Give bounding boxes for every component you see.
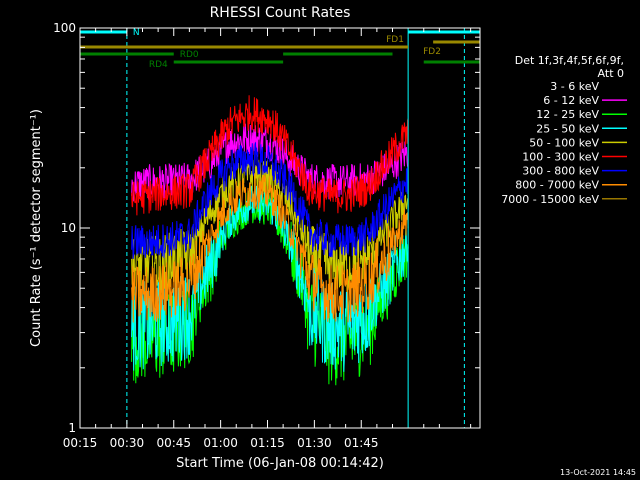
status-bar-label-4: RD0: [180, 50, 199, 60]
legend-label-1: 6 - 12 keV: [543, 94, 599, 107]
legend-title-line-1: Att 0: [598, 67, 624, 80]
status-bar-label-3: FD2: [423, 47, 441, 57]
legend-label-2: 12 - 25 keV: [536, 108, 599, 121]
series-line-6: [131, 142, 409, 259]
data-layer: [131, 95, 409, 396]
legend-label-0: 3 - 6 keV: [550, 80, 599, 93]
legend-label-8: 7000 - 15000 keV: [501, 193, 599, 206]
status-bar-label-5: RD4: [149, 60, 168, 70]
x-tick-label-2: 00:45: [156, 436, 191, 450]
x-tick-label-1: 00:30: [110, 436, 145, 450]
y-tick-label-0: 1: [68, 421, 76, 435]
x-tick-label-0: 00:15: [63, 436, 98, 450]
x-tick-label-5: 01:30: [297, 436, 332, 450]
x-tick-label-6: 01:45: [344, 436, 379, 450]
legend-label-5: 100 - 300 keV: [522, 151, 599, 164]
chart-title: RHESSI Count Rates: [210, 5, 351, 21]
x-tick-label-3: 01:00: [203, 436, 238, 450]
series-line-5: [131, 95, 409, 216]
legend-label-6: 300 - 800 keV: [522, 165, 599, 178]
y-tick-label-1: 10: [61, 221, 76, 235]
legend-title-line-0: Det 1f,3f,4f,5f,6f,9f,: [515, 54, 624, 67]
series-line-7: [131, 172, 409, 323]
legend-label-7: 800 - 7000 keV: [515, 179, 599, 192]
y-axis-label: Count Rate (s⁻¹ detector segment⁻¹): [29, 109, 44, 347]
y-tick-label-2: 100: [53, 21, 76, 35]
status-bar-label-0: N: [133, 28, 140, 38]
status-bar-label-2: FD1: [386, 35, 404, 45]
legend-label-3: 25 - 50 keV: [536, 122, 599, 135]
axis-layer: 00:15 00:30 00:45 01:00 01:15 01:30 01:45 1 10 10…: [53, 21, 480, 450]
footer-timestamp: 13-Oct-2021 14:45: [560, 468, 636, 477]
legend-label-4: 50 - 100 keV: [529, 136, 599, 149]
x-axis-label: Start Time (06-Jan-08 00:14:42): [176, 456, 384, 471]
x-tick-label-4: 01:15: [250, 436, 285, 450]
series-line-3: [131, 185, 409, 372]
series-line-2: [131, 189, 409, 386]
